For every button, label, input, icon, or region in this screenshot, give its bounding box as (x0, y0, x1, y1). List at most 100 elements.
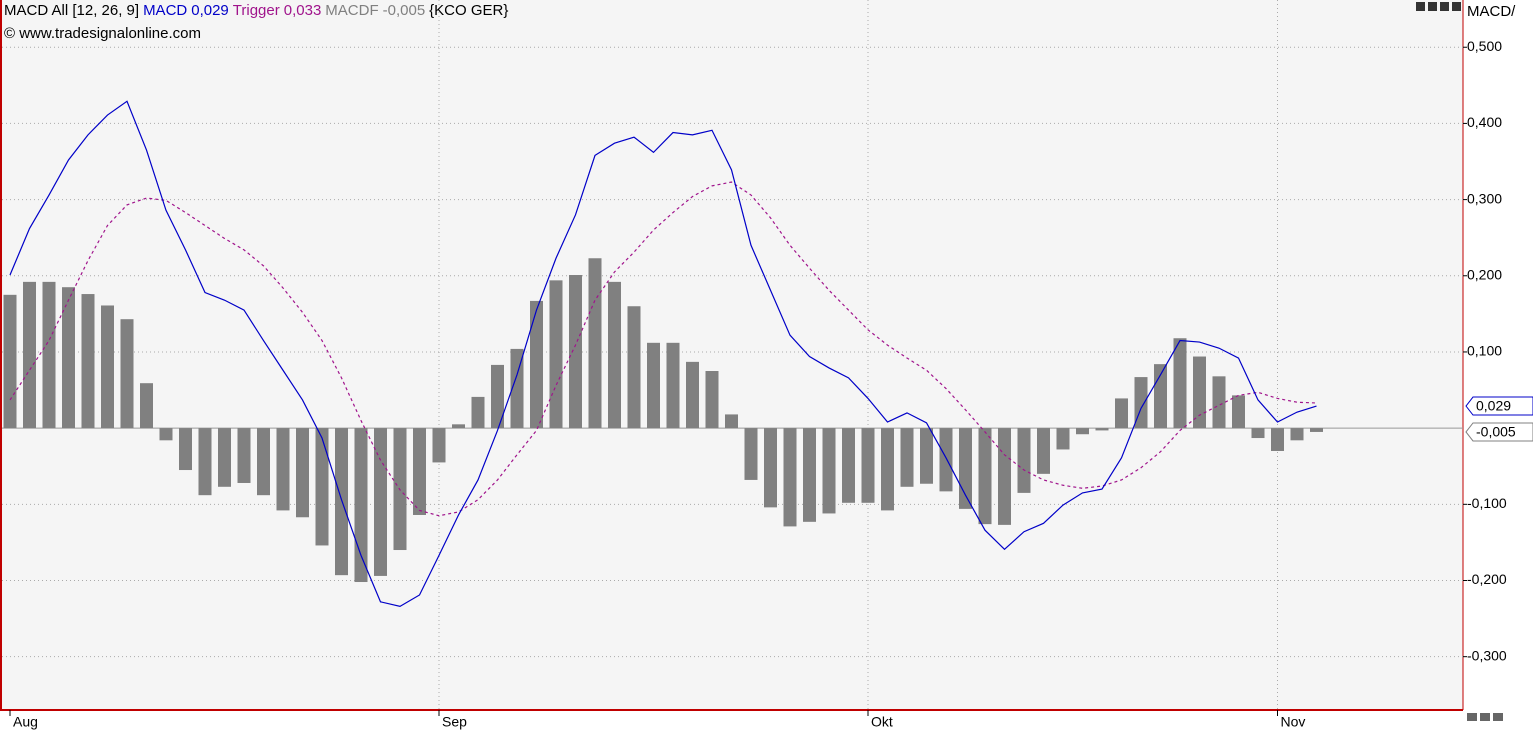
histogram-bar (978, 428, 992, 525)
histogram-bar (296, 428, 309, 518)
histogram-bar (725, 414, 738, 429)
histogram-bar (471, 396, 485, 429)
legend-name: MACDF (325, 2, 379, 19)
histogram-bar (549, 280, 563, 429)
histogram-bar (315, 428, 329, 546)
button[interactable] (1452, 2, 1461, 11)
button[interactable] (1428, 2, 1437, 11)
histogram-bar (1193, 356, 1206, 429)
histogram-bar (881, 428, 894, 511)
histogram-bar (900, 428, 914, 487)
histogram-bar (3, 294, 17, 429)
histogram-bar (1232, 395, 1245, 429)
histogram-bar (335, 428, 348, 576)
legend-name: MACD (143, 2, 188, 19)
legend-value: -0,005 (382, 2, 426, 19)
button[interactable] (1467, 713, 1477, 721)
histogram-bar (744, 428, 758, 480)
series-line (9, 181, 1317, 517)
copyright: © www.tradesignalonline.com (4, 25, 201, 42)
y-tick-label: 0,300 (1467, 190, 1502, 206)
y-tick-label: 0,400 (1467, 114, 1502, 130)
histogram-bar (140, 383, 153, 429)
legend-value: 0,029 (191, 2, 229, 19)
histogram-bar (783, 428, 797, 527)
value-marker-label: 0,029 (1476, 398, 1511, 414)
histogram-bar (861, 428, 875, 503)
value-marker-label: -0,005 (1476, 424, 1516, 440)
y-tick-label: -0,100 (1467, 495, 1507, 511)
histogram-bar (920, 428, 933, 484)
histogram-bar (413, 428, 426, 515)
y-tick-label: 0,500 (1467, 38, 1502, 54)
histogram-bar (237, 428, 251, 483)
histogram-bar (1076, 428, 1089, 435)
title: MACD All [12, 26, 9] (4, 2, 140, 19)
histogram-bar (569, 275, 582, 429)
histogram-bar (452, 424, 465, 429)
histogram-bar (1271, 428, 1284, 451)
histogram-bar (354, 428, 368, 583)
histogram-bar (1310, 428, 1323, 432)
histogram-bar (432, 428, 446, 463)
histogram-bar (842, 428, 855, 503)
histogram-bar (959, 428, 972, 509)
value-marker (1465, 396, 1533, 416)
histogram-bar (179, 428, 192, 471)
y-tick-label: -0,300 (1467, 647, 1507, 663)
histogram-bar (1037, 428, 1050, 474)
scroll-buttons[interactable] (1467, 713, 1503, 721)
histogram-bar (608, 281, 621, 429)
histogram-bar (374, 428, 387, 576)
histogram-bar (42, 281, 56, 429)
histogram-bar (686, 361, 699, 429)
histogram-bar (822, 428, 836, 514)
legend-name: Trigger (232, 2, 280, 19)
axis-header: MACD/ (1467, 3, 1516, 20)
histogram-bar (764, 428, 777, 508)
button[interactable] (1493, 713, 1503, 721)
x-tick-label: Nov (1281, 714, 1306, 730)
histogram-bar (1290, 428, 1304, 441)
histogram-bar (998, 428, 1011, 525)
histogram-bar (1017, 428, 1031, 493)
window-buttons[interactable] (1416, 2, 1461, 11)
series-line (9, 100, 1317, 608)
histogram-bar (1251, 428, 1265, 439)
histogram-bar (705, 370, 719, 429)
histogram-bar (627, 306, 641, 429)
button[interactable] (1480, 713, 1490, 721)
histogram-bar (647, 342, 660, 429)
histogram-bar (198, 428, 212, 496)
symbol: {KCO GER} (429, 2, 509, 19)
histogram-bar (510, 348, 524, 429)
histogram-bar (101, 305, 114, 429)
x-tick-label: Sep (442, 714, 467, 730)
histogram-bar (1056, 428, 1070, 450)
histogram-bar (939, 428, 953, 492)
histogram-bar (1212, 376, 1226, 429)
histogram-bar (803, 428, 816, 522)
y-tick-label: -0,200 (1467, 571, 1507, 587)
histogram-bar (1173, 338, 1187, 429)
histogram-bar (257, 428, 270, 496)
histogram-bar (159, 428, 173, 441)
x-tick-label: Okt (871, 714, 893, 730)
value-marker (1465, 422, 1533, 442)
histogram-bar (588, 258, 602, 429)
histogram-bar (1095, 428, 1109, 431)
histogram-bar (218, 428, 231, 487)
histogram-bar (81, 294, 95, 429)
button[interactable] (1440, 2, 1449, 11)
button[interactable] (1416, 2, 1425, 11)
plot-background (0, 0, 1463, 710)
histogram-bar (1115, 398, 1128, 429)
histogram-bar (120, 319, 134, 429)
y-tick-label: 0,100 (1467, 343, 1502, 359)
histogram-bar (666, 342, 680, 429)
legend-value: 0,033 (283, 2, 322, 19)
legend: MACD All [12, 26, 9] MACD 0,029 Trigger 0,03… (4, 2, 512, 20)
x-tick-label: Aug (13, 714, 38, 730)
